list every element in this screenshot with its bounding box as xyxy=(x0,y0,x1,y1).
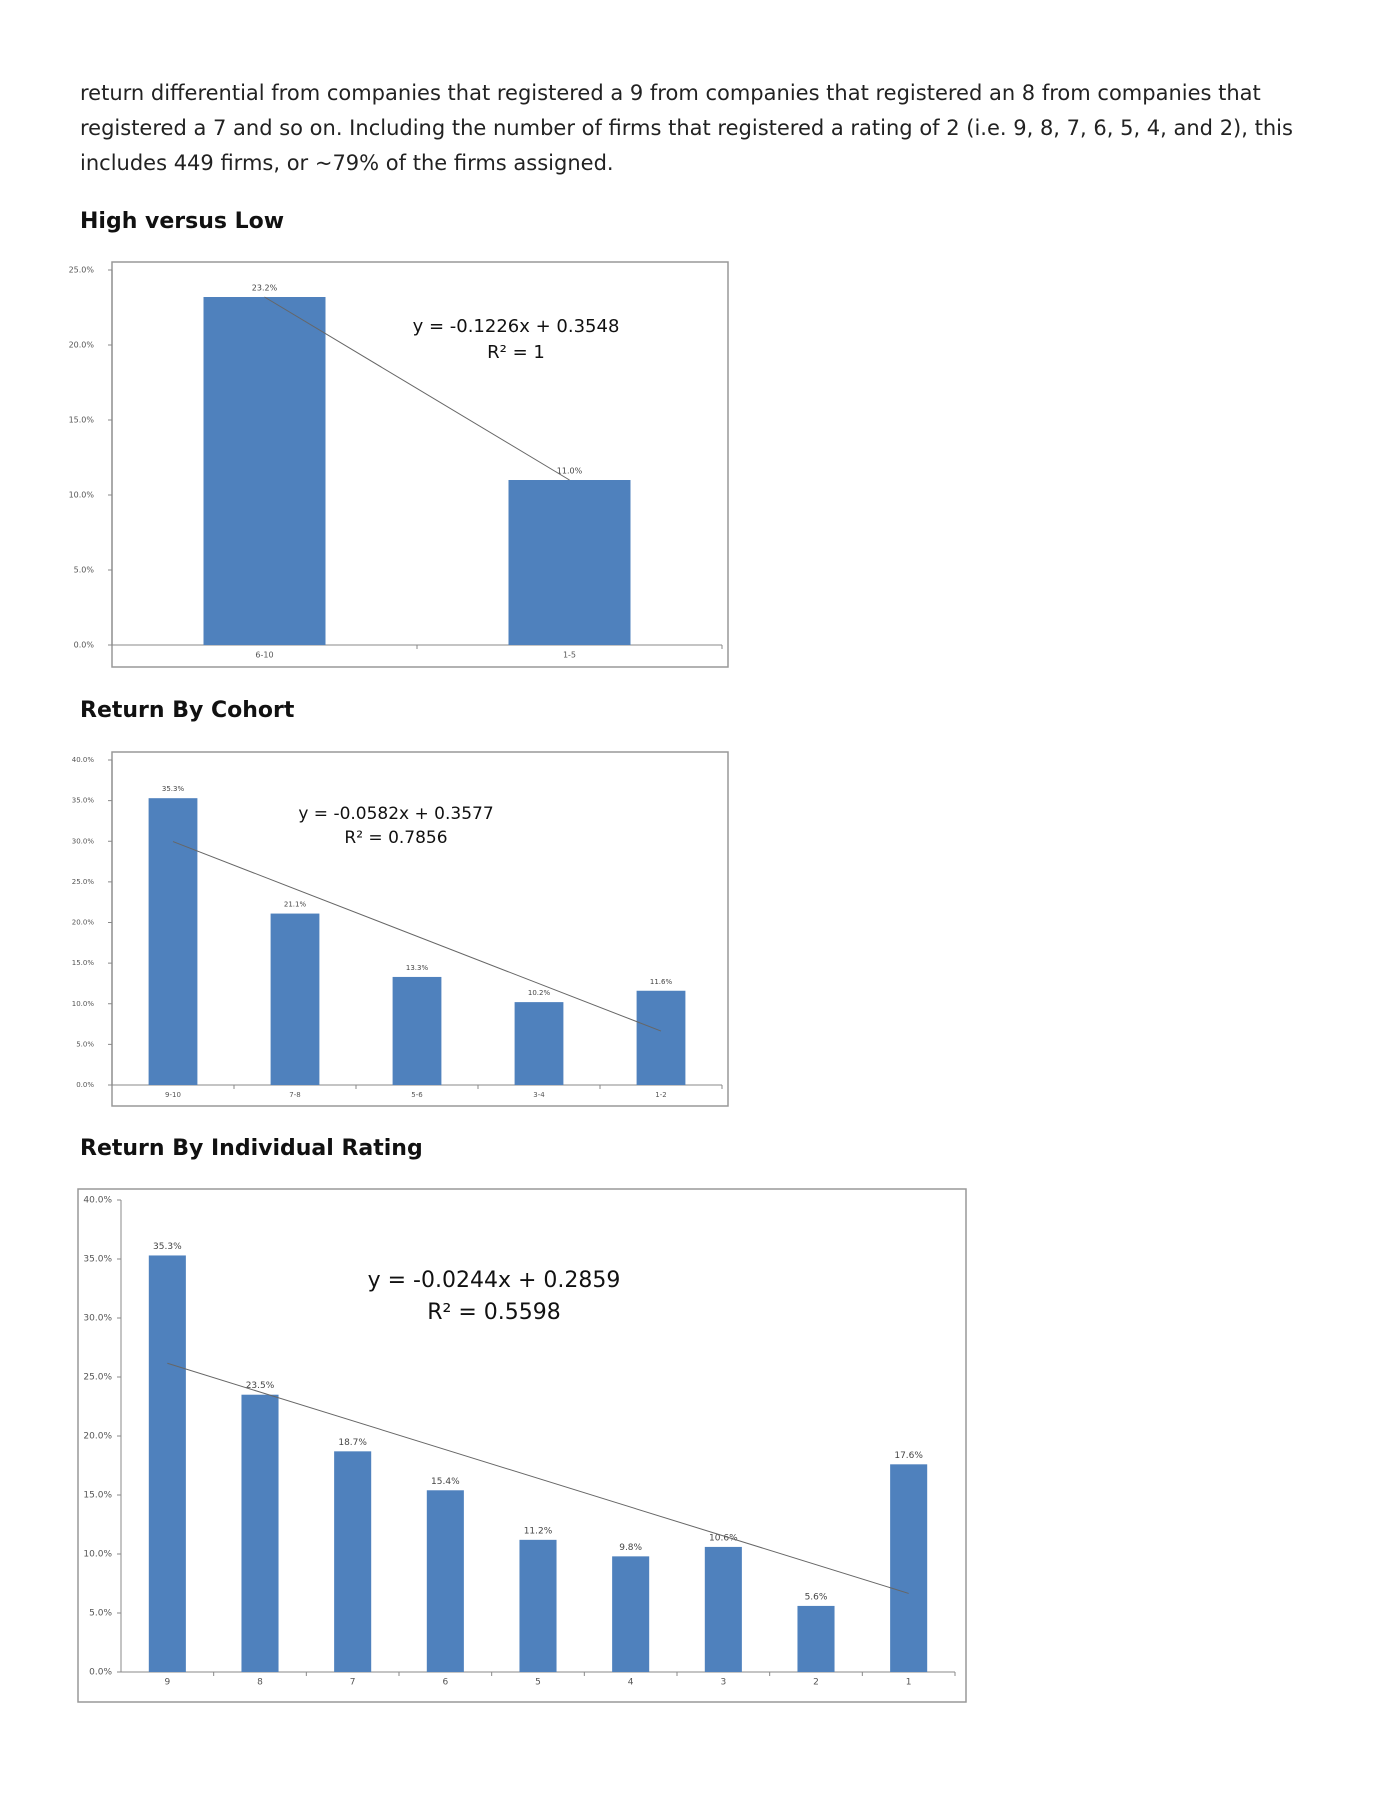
x-tick-label: 7-8 xyxy=(289,1091,300,1099)
y-tick-label: 15.0% xyxy=(83,1491,112,1501)
data-label: 11.2% xyxy=(524,1526,553,1536)
y-tick-label: 20.0% xyxy=(72,919,95,927)
bar xyxy=(148,798,198,1085)
data-label: 15.4% xyxy=(431,1477,460,1487)
bar xyxy=(797,1605,835,1672)
trendline-equation: y = -0.0244x + 0.2859 xyxy=(368,1268,621,1293)
data-label: 11.6% xyxy=(650,978,673,986)
y-tick-label: 15.0% xyxy=(72,959,95,967)
y-tick-label: 25.0% xyxy=(69,266,95,275)
data-label: 11.0% xyxy=(557,467,583,476)
y-tick-label: 10.0% xyxy=(83,1550,112,1560)
x-tick-label: 5-6 xyxy=(411,1091,423,1099)
y-tick-label: 5.0% xyxy=(89,1609,112,1619)
data-label: 5.6% xyxy=(805,1592,828,1602)
y-tick-label: 30.0% xyxy=(72,837,95,845)
bar xyxy=(426,1490,464,1672)
x-tick-label: 8 xyxy=(257,1678,263,1688)
section-heading: Return By Cohort xyxy=(80,698,295,723)
y-tick-label: 40.0% xyxy=(72,756,95,764)
bar xyxy=(241,1394,279,1672)
x-tick-label: 6 xyxy=(442,1678,448,1688)
data-label: 18.7% xyxy=(338,1438,367,1448)
y-tick-label: 25.0% xyxy=(83,1373,112,1383)
x-tick-label: 6-10 xyxy=(255,651,273,660)
y-tick-label: 15.0% xyxy=(69,416,95,425)
data-label: 35.3% xyxy=(153,1242,182,1252)
section-heading: High versus Low xyxy=(80,209,284,234)
trendline-equation: R² = 0.7856 xyxy=(344,828,447,848)
section-heading: Return By Individual Rating xyxy=(80,1136,423,1161)
bar xyxy=(148,1255,186,1672)
x-tick-label: 2 xyxy=(813,1678,819,1688)
bar xyxy=(636,990,686,1085)
y-tick-label: 10.0% xyxy=(72,1000,95,1008)
bar xyxy=(203,297,326,645)
y-tick-label: 40.0% xyxy=(83,1196,112,1206)
y-tick-label: 25.0% xyxy=(72,878,95,886)
paragraph-line: return differential from companies that … xyxy=(80,81,1261,105)
trendline xyxy=(167,1362,909,1594)
x-tick-label: 4 xyxy=(628,1678,634,1688)
bar xyxy=(519,1539,557,1672)
x-tick-label: 9 xyxy=(164,1678,170,1688)
trendline-equation: y = -0.0582x + 0.3577 xyxy=(298,804,493,824)
trendline-equation: y = -0.1226x + 0.3548 xyxy=(413,316,620,337)
y-tick-label: 5.0% xyxy=(74,566,95,575)
trendline xyxy=(172,841,662,1032)
x-tick-label: 9-10 xyxy=(165,1091,181,1099)
bar xyxy=(890,1464,928,1672)
y-tick-label: 0.0% xyxy=(74,641,95,650)
bar xyxy=(334,1451,372,1672)
data-label: 23.5% xyxy=(246,1381,275,1391)
data-label: 10.2% xyxy=(528,989,551,997)
trendline xyxy=(264,296,570,481)
bar xyxy=(270,913,320,1085)
paragraph-line: includes 449 firms, or ~79% of the firms… xyxy=(80,151,614,175)
y-tick-label: 10.0% xyxy=(69,491,95,500)
trendline-equation: R² = 1 xyxy=(487,342,545,363)
bar xyxy=(612,1556,650,1672)
y-tick-label: 20.0% xyxy=(69,341,95,350)
bar xyxy=(514,1002,564,1085)
data-label: 21.1% xyxy=(284,901,307,909)
data-label: 23.2% xyxy=(252,284,278,293)
x-tick-label: 5 xyxy=(535,1678,541,1688)
x-tick-label: 1-2 xyxy=(655,1091,666,1099)
x-tick-label: 7 xyxy=(350,1678,356,1688)
bar xyxy=(392,976,442,1085)
x-tick-label: 3 xyxy=(720,1678,726,1688)
y-tick-label: 35.0% xyxy=(72,797,95,805)
y-tick-label: 20.0% xyxy=(83,1432,112,1442)
paragraph-line: registered a 7 and so on. Including the … xyxy=(80,116,1293,140)
data-label: 13.3% xyxy=(406,964,429,972)
y-tick-label: 30.0% xyxy=(83,1314,112,1324)
data-label: 10.6% xyxy=(709,1533,738,1543)
y-tick-label: 5.0% xyxy=(76,1040,94,1048)
data-label: 17.6% xyxy=(894,1451,923,1461)
y-tick-label: 0.0% xyxy=(89,1668,112,1678)
x-tick-label: 1 xyxy=(906,1678,912,1688)
data-label: 9.8% xyxy=(619,1543,642,1553)
data-label: 35.3% xyxy=(162,785,185,793)
trendline-equation: R² = 0.5598 xyxy=(427,1300,561,1325)
bar xyxy=(508,480,631,645)
y-tick-label: 0.0% xyxy=(76,1081,94,1089)
bar xyxy=(704,1546,742,1672)
y-tick-label: 35.0% xyxy=(83,1255,112,1265)
x-tick-label: 3-4 xyxy=(533,1091,545,1099)
x-tick-label: 1-5 xyxy=(563,651,576,660)
